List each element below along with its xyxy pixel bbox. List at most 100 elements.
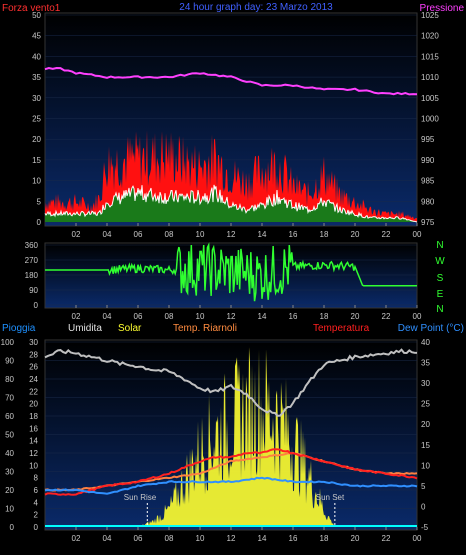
top-xtick-label: 00 [413,230,422,239]
temp-ytick: 15 [421,441,430,450]
temp-ytick: 25 [421,400,430,409]
top-xtick-label: 06 [134,230,143,239]
temp-ytick: 20 [421,420,430,429]
pressure-ytick: 975 [421,218,435,227]
wind-ytick: 20 [32,135,41,144]
top-xtick-label: 14 [258,230,267,239]
bot-xtick-label: 06 [134,534,143,543]
rain-ytick: 8 [34,474,39,483]
wind-ytick: 15 [32,156,41,165]
temp-ytick: 35 [421,359,430,368]
mid-xtick-label: 04 [103,312,112,321]
compass-e: E [437,289,444,300]
bot-xtick-label: 10 [196,534,205,543]
legend-dew-point: Dew Point (°C) [398,323,464,334]
pressure-ytick: 1005 [421,94,439,103]
sunrise-label: Sun Rise [124,493,157,502]
top-xtick-label: 16 [289,230,298,239]
pressure-ytick: 980 [421,197,435,206]
mid-xtick-label: 20 [351,312,360,321]
mid-xtick-label: 18 [320,312,329,321]
bot-xtick-label: 20 [351,534,360,543]
rain-ytick: 22 [29,387,38,396]
bot-xtick-label: 22 [382,534,391,543]
legend-pioggia: Pioggia [2,323,36,334]
mid-xtick-label: 14 [258,312,267,321]
wind-ytick: 45 [32,32,41,41]
legend-temp-riarnoli: Temp. Riarnoli [173,323,237,334]
mid-xtick-label: 10 [196,312,205,321]
direction-line [45,242,417,302]
temp-ytick: 40 [421,338,430,347]
pressure-ytick: 1015 [421,52,439,61]
humidity-ytick: 30 [5,468,14,477]
chart-title: 24 hour graph day: 23 Marzo 2013 [179,2,333,13]
pressure-line [44,66,418,96]
humidity-ytick: 40 [5,449,14,458]
dew-point-line [44,476,418,495]
rain-ytick: 24 [29,375,38,384]
mid-xtick-label: 22 [382,312,391,321]
wind-ytick: 0 [37,218,42,227]
pressure-ytick: 985 [421,177,435,186]
humidity-ytick: 0 [10,523,15,532]
humidity-ytick: 100 [1,338,15,347]
temperature-line [44,448,418,496]
humidity-ytick: 80 [5,375,14,384]
compass-n-bottom: N [436,304,443,315]
rain-ytick: 26 [29,363,38,372]
pressure-label: Pressione [420,3,465,14]
pressure-ytick: 990 [421,156,435,165]
humidity-ytick: 70 [5,394,14,403]
temp-ytick: 0 [421,502,426,511]
bot-xtick-label: 12 [227,534,236,543]
rain-ytick: 16 [29,424,38,433]
mid-xtick-label: 00 [413,312,422,321]
rain-ytick: 18 [29,412,38,421]
legend-solar: Solar [118,323,142,334]
rain-ytick: 4 [34,498,39,507]
compass-w: W [435,256,445,267]
wind-average-line [44,184,418,223]
top-xtick-label: 08 [165,230,174,239]
rain-ytick: 28 [29,350,38,359]
temp-ytick: 30 [421,379,430,388]
mid-xtick-label: 16 [289,312,298,321]
compass-s: S [437,273,444,284]
wind-ytick: 35 [32,73,41,82]
rain-ytick: 6 [34,486,39,495]
direction-ytick: 270 [25,256,39,265]
wind-speed-label: Forza vento1 [2,3,61,14]
humidity-ytick: 60 [5,412,14,421]
bot-xtick-label: 00 [413,534,422,543]
top-xtick-label: 22 [382,230,391,239]
top-xtick-label: 02 [72,230,81,239]
humidity-line [44,348,418,417]
rain-ytick: 2 [34,511,39,520]
top-xtick-label: 12 [227,230,236,239]
mid-xtick-label: 02 [72,312,81,321]
direction-ytick: 360 [25,241,39,250]
bot-xtick-label: 18 [320,534,329,543]
bot-xtick-label: 04 [103,534,112,543]
bot-xtick-label: 08 [165,534,174,543]
mid-xtick-label: 06 [134,312,143,321]
mid-xtick-label: 12 [227,312,236,321]
wind-ytick: 10 [32,177,41,186]
wind-ytick: 40 [32,52,41,61]
wind-ytick: 50 [32,11,41,20]
top-xtick-label: 20 [351,230,360,239]
bot-xtick-label: 02 [72,534,81,543]
wind-ytick: 30 [32,94,41,103]
sunset-label: Sun Set [316,493,345,502]
rain-ytick: 30 [29,338,38,347]
pressure-ytick: 995 [421,135,435,144]
humidity-ytick: 50 [5,431,14,440]
wind-ytick: 5 [37,197,42,206]
top-xtick-label: 18 [320,230,329,239]
humidity-ytick: 10 [5,505,14,514]
solar-area [45,347,417,527]
mid-xtick-label: 08 [165,312,174,321]
compass-n-top: N [436,240,443,251]
temp-ytick: -5 [421,523,429,532]
